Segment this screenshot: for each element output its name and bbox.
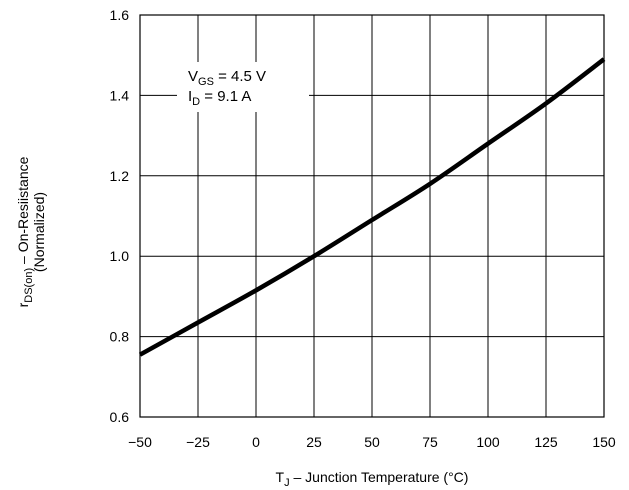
x-tick-label: 75 [422,434,438,450]
x-tick-label: 150 [592,434,616,450]
x-tick-label: 0 [252,434,260,450]
x-tick-label: 125 [534,434,558,450]
y-tick-labels: 0.6 0.8 1.0 1.2 1.4 1.6 [110,7,130,425]
x-axis-label: TJ – Junction Temperature (°C) [276,469,469,489]
y-tick-label: 0.8 [110,329,130,345]
y-tick-label: 1.0 [110,248,130,264]
x-tick-label: −50 [128,434,152,450]
x-tick-labels: −50 −25 0 25 50 75 100 125 150 [128,434,616,450]
y-axis-label: rDS(on) – On-Resiistance (Normalized) [15,156,47,307]
y-tick-label: 1.2 [110,168,130,184]
y-tick-label: 1.6 [110,7,130,23]
y-tick-label: 1.4 [110,87,130,103]
y-tick-label: 0.6 [110,409,130,425]
x-tick-label: 50 [364,434,380,450]
x-tick-label: −25 [186,434,210,450]
x-tick-label: 25 [306,434,322,450]
x-tick-label: 100 [476,434,500,450]
y-axis-label-line2: (Normalized) [31,192,47,272]
